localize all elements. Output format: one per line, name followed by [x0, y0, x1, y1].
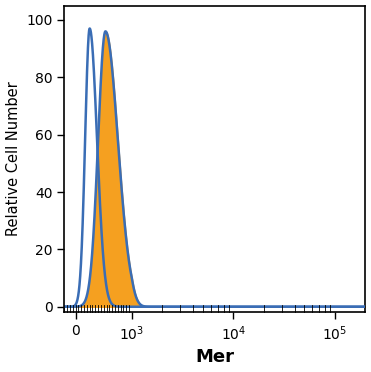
X-axis label: Mer: Mer [196, 349, 234, 366]
Y-axis label: Relative Cell Number: Relative Cell Number [6, 81, 20, 236]
